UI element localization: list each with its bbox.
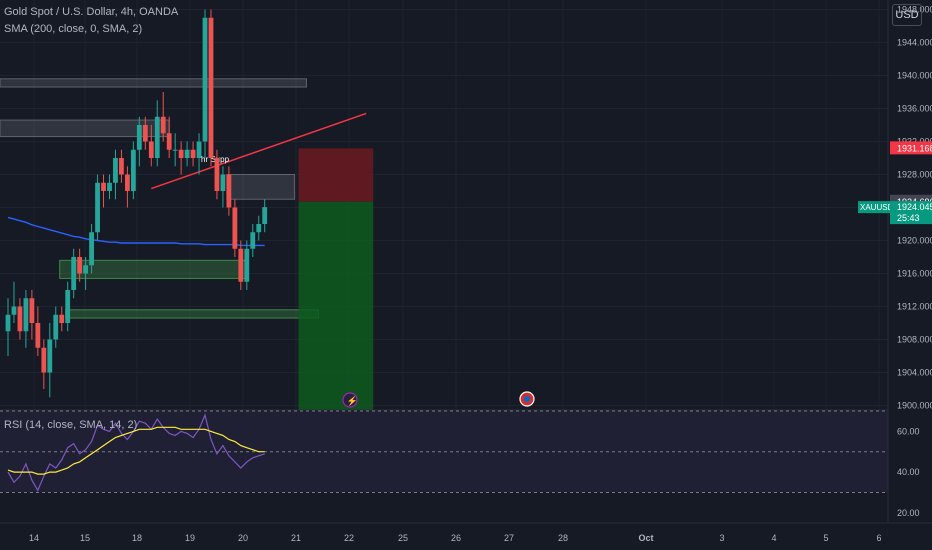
stop-price-label-bg (890, 141, 932, 155)
time-label-3: 19 (185, 533, 195, 543)
zone-2 (226, 174, 296, 200)
candle-14 (89, 232, 94, 266)
candle-27 (166, 133, 172, 150)
candle-13 (83, 265, 89, 274)
time-label-15: 6 (876, 533, 881, 543)
rsi-ma-line (7, 426, 265, 475)
rsi-tick-1: 40.00 (897, 467, 920, 477)
price-tick-0: 1948.000 (897, 5, 932, 15)
candle-22 (136, 125, 142, 150)
candle-10 (65, 290, 71, 323)
candle-36 (220, 174, 226, 191)
candle-29 (178, 149, 184, 158)
time-label-14: 5 (823, 533, 828, 543)
zone-0 (0, 78, 307, 88)
candle-16 (101, 182, 106, 191)
time-label-6: 22 (344, 533, 354, 543)
candle-25 (154, 116, 160, 158)
rsi-tick-2: 20.00 (897, 508, 920, 518)
time-label-12: 3 (719, 533, 724, 543)
candle-43 (262, 207, 268, 224)
price-tick-2: 1940.000 (897, 71, 932, 81)
price-tick-7: 1920.000 (897, 236, 932, 246)
price-tick-1: 1944.000 (897, 38, 932, 48)
price-tick-11: 1904.000 (897, 368, 932, 378)
time-label-10: 28 (558, 533, 568, 543)
candle-30 (184, 149, 190, 158)
candle-21 (130, 149, 136, 191)
candle-7 (47, 339, 53, 373)
price-tick-12: 1900.000 (897, 401, 932, 411)
price-axis (888, 0, 932, 550)
time-label-13: 4 (771, 533, 776, 543)
candle-1 (11, 306, 17, 315)
sma-200-line (7, 216, 265, 247)
candle-15 (95, 182, 100, 233)
zone-4 (65, 309, 319, 319)
rsi-tick-0: 60.00 (897, 426, 920, 436)
candle-8 (53, 314, 59, 340)
candle-39 (238, 248, 244, 282)
currency-button[interactable]: USD (892, 4, 922, 26)
time-label-2: 18 (132, 533, 142, 543)
price-tick-5: 1928.000 (897, 170, 932, 180)
candle-18 (113, 158, 118, 183)
symbol-tag: XAUUSD (860, 203, 894, 212)
candle-0 (5, 314, 11, 332)
candle-19 (119, 158, 124, 175)
candle-20 (125, 174, 130, 191)
symbol-tag-bg (858, 201, 890, 214)
candle-24 (148, 141, 154, 158)
candle-17 (107, 182, 112, 191)
candle-37 (226, 174, 232, 208)
time-label-7: 25 (398, 533, 408, 543)
time-label-8: 26 (451, 533, 461, 543)
time-label-4: 20 (238, 533, 248, 543)
candle-28 (172, 149, 178, 151)
countdown-label: 25:43 (897, 213, 920, 223)
candle-41 (250, 232, 256, 249)
flag-icon-center (523, 395, 531, 403)
price-tick-9: 1912.000 (897, 302, 932, 312)
candle-42 (256, 224, 262, 233)
candle-3 (23, 298, 29, 332)
candle-26 (160, 116, 166, 134)
current-price-label: 1924.045 (897, 202, 932, 212)
candle-12 (77, 257, 83, 274)
candle-6 (41, 347, 47, 373)
price-tick-10: 1908.000 (897, 335, 932, 345)
time-label-0: 14 (29, 533, 39, 543)
price-tick-8: 1916.000 (897, 269, 932, 279)
candle-5 (35, 323, 41, 348)
stop-price-label: 1931.168 (897, 143, 932, 153)
candle-35 (214, 158, 220, 191)
candle-11 (71, 257, 77, 290)
symbol-title: Gold Spot / U.S. Dollar, 4h, OANDA (4, 6, 179, 18)
candle-2 (17, 306, 23, 332)
candle-23 (142, 125, 148, 142)
candle-31 (190, 149, 196, 158)
current-price-label-bg (890, 201, 932, 225)
time-label-9: 27 (504, 533, 514, 543)
trendline (151, 112, 367, 190)
time-label-11: Oct (638, 533, 653, 543)
candle-32 (196, 141, 202, 158)
candle-33 (202, 17, 208, 142)
candle-34 (208, 17, 214, 158)
candle-40 (244, 248, 250, 282)
time-label-5: 21 (291, 533, 301, 543)
lightning-event-icon (342, 392, 358, 408)
time-label-1: 15 (80, 533, 90, 543)
sma-legend: SMA (200, close, 0, SMA, 2) (4, 23, 143, 35)
rsi-legend: RSI (14, close, SMA, 14, 2) (4, 419, 138, 431)
candle-9 (59, 314, 65, 323)
price-tick-3: 1936.000 (897, 104, 932, 114)
lightning-glyph: ⚡ (347, 395, 358, 407)
stop-area (298, 148, 374, 202)
rsi-line (7, 413, 265, 492)
target-area (298, 201, 374, 410)
candle-4 (29, 298, 35, 323)
candle-38 (232, 207, 238, 249)
